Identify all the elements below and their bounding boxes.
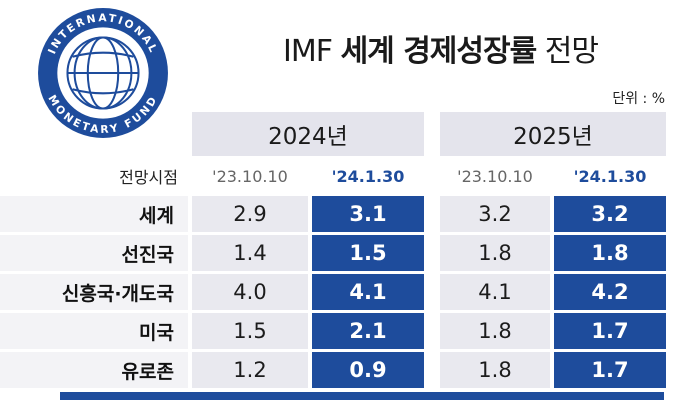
date-header: '23.10.10 — [440, 159, 550, 193]
value-cell: 4.0 — [192, 274, 308, 310]
value-cell: 1.8 — [440, 235, 550, 271]
column-gap — [428, 274, 436, 310]
title-bold: 세계 경제성장률 — [340, 34, 538, 69]
date-header: '23.10.10 — [192, 159, 308, 193]
value-cell: 1.8 — [440, 313, 550, 349]
page-title: IMF 세계 경제성장률 전망 — [200, 26, 681, 70]
forecast-label: 전망시점 — [0, 159, 188, 193]
value-cell: 1.4 — [192, 235, 308, 271]
value-cell: 1.5 — [192, 313, 308, 349]
row-label: 신흥국·개도국 — [0, 274, 188, 310]
value-cell: 1.8 — [440, 352, 550, 388]
corner-cell — [0, 112, 188, 156]
bottom-divider-bar — [60, 392, 664, 400]
row-label: 미국 — [0, 313, 188, 349]
value-cell: 1.2 — [192, 352, 308, 388]
growth-table: 2024년 2025년 전망시점 '23.10.10 '24.1.30 '23.… — [0, 112, 666, 388]
imf-seal-icon: INTERNATIONAL MONETARY FUND — [38, 8, 168, 138]
date-header-highlight: '24.1.30 — [312, 159, 424, 193]
imf-logo: INTERNATIONAL MONETARY FUND — [36, 6, 170, 140]
row-label: 세계 — [0, 196, 188, 232]
column-gap — [428, 352, 436, 388]
value-cell-highlight: 1.7 — [554, 313, 666, 349]
value-cell: 2.9 — [192, 196, 308, 232]
value-cell-highlight: 3.1 — [312, 196, 424, 232]
column-gap — [428, 313, 436, 349]
value-cell-highlight: 1.5 — [312, 235, 424, 271]
row-label: 선진국 — [0, 235, 188, 271]
value-cell-highlight: 3.2 — [554, 196, 666, 232]
title-prefix: IMF — [283, 34, 341, 69]
date-header-highlight: '24.1.30 — [554, 159, 666, 193]
value-cell-highlight: 2.1 — [312, 313, 424, 349]
row-label: 유로존 — [0, 352, 188, 388]
column-gap — [428, 159, 436, 193]
value-cell-highlight: 1.7 — [554, 352, 666, 388]
value-cell-highlight: 1.8 — [554, 235, 666, 271]
column-gap — [428, 112, 436, 156]
column-gap — [428, 196, 436, 232]
value-cell-highlight: 4.1 — [312, 274, 424, 310]
title-suffix: 전망 — [536, 34, 599, 69]
unit-label: 단위 : % — [612, 91, 665, 107]
value-cell: 3.2 — [440, 196, 550, 232]
column-gap — [428, 235, 436, 271]
value-cell: 4.1 — [440, 274, 550, 310]
value-cell-highlight: 4.2 — [554, 274, 666, 310]
value-cell-highlight: 0.9 — [312, 352, 424, 388]
year-header-2024: 2024년 — [192, 112, 424, 156]
year-header-2025: 2025년 — [440, 112, 666, 156]
